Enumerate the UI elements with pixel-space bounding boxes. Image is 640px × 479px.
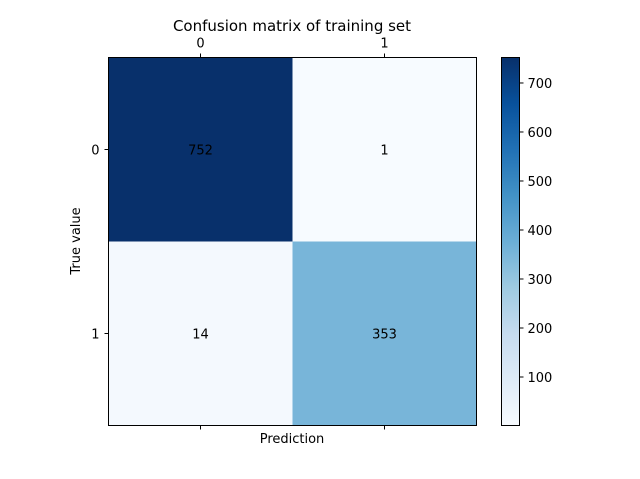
- colorbar-tick-label: 100: [528, 371, 553, 386]
- y-tick-label: 0: [91, 144, 99, 159]
- x-tick-label: 0: [196, 37, 204, 52]
- matrix-cell: [292, 241, 477, 426]
- chart-title: Confusion matrix of training set: [173, 17, 411, 35]
- y-axis-ticks: 01: [91, 144, 109, 343]
- cell-value: 1: [380, 144, 388, 159]
- colorbar-tick-label: 400: [528, 224, 553, 239]
- x-tick-label: 1: [380, 37, 388, 52]
- matrix-cell: [292, 57, 477, 242]
- matrix-cells: 752 1 14 353: [108, 57, 477, 426]
- y-tick-label: 1: [91, 328, 99, 343]
- cell-value: 14: [192, 328, 209, 343]
- cell-value: 752: [188, 144, 213, 159]
- matrix-cell: [108, 241, 293, 426]
- colorbar-tick-label: 300: [528, 273, 553, 288]
- colorbar-tick-label: 200: [528, 322, 553, 337]
- colorbar-tick-label: 600: [528, 126, 553, 141]
- colorbar: [501, 57, 520, 426]
- matrix-cell: [108, 57, 293, 242]
- y-axis-label: True value: [69, 207, 84, 275]
- plot-frame: [108, 57, 477, 426]
- colorbar-tick-label: 700: [528, 77, 553, 92]
- cell-value: 353: [372, 328, 397, 343]
- colorbar-tick-label: 500: [528, 175, 553, 190]
- colorbar-ticks: 100 200 300 400 500 600 700: [519, 77, 553, 386]
- x-axis-label: Prediction: [260, 432, 325, 447]
